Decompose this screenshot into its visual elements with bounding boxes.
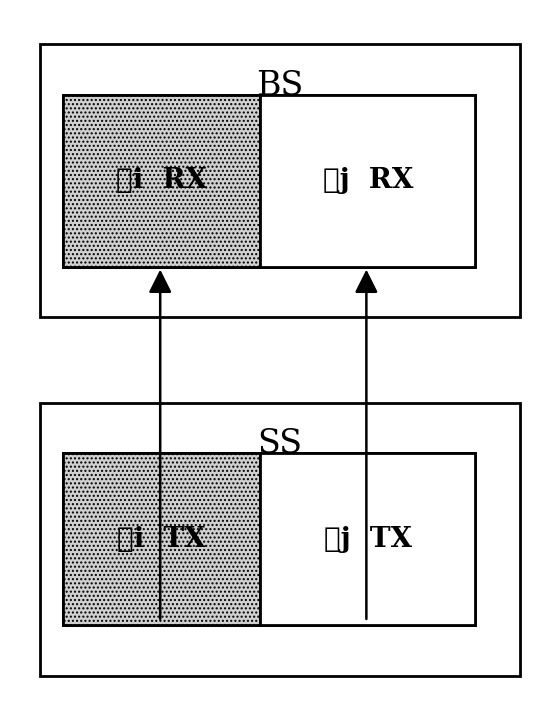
Bar (260, 453, 475, 626)
Bar (63, 453, 475, 626)
Bar (63, 94, 475, 267)
Bar (63, 94, 260, 267)
Text: 模j  TX: 模j TX (324, 526, 412, 553)
Text: BS: BS (256, 70, 304, 102)
Bar (40, 403, 520, 675)
Bar (63, 453, 260, 626)
Bar (40, 45, 520, 317)
Text: SS: SS (258, 428, 302, 460)
Bar (260, 94, 475, 267)
Text: 模i  RX: 模i RX (116, 167, 207, 194)
Text: 模j  RX: 模j RX (323, 167, 413, 194)
Text: 模i  TX: 模i TX (117, 526, 206, 553)
